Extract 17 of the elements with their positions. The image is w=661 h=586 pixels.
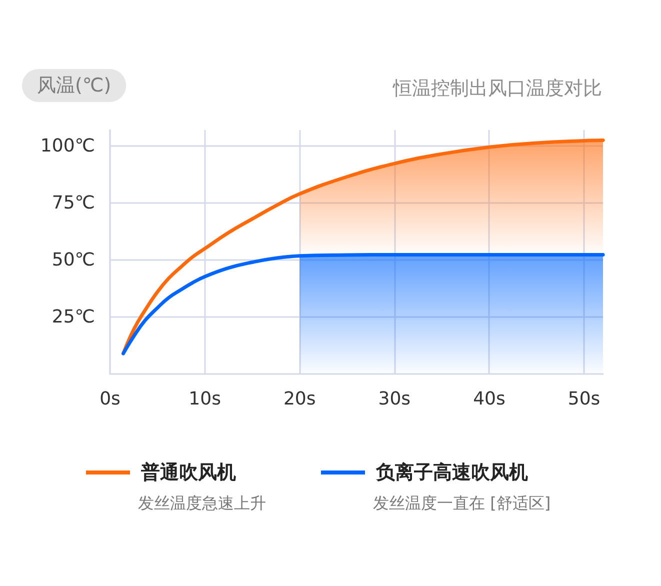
- x-tick-label: 30s: [378, 388, 411, 410]
- line-series: [122, 252, 605, 356]
- text: 发丝温度急速上升: [138, 494, 266, 512]
- legend-label: 负离子高速吹风机: [375, 462, 528, 484]
- x-tick-label: 10s: [188, 388, 221, 410]
- legend-label: 普通吹风机: [140, 462, 236, 484]
- x-tick-label: 0s: [100, 388, 120, 410]
- chart-title: 恒温控制出风口温度对比: [392, 78, 602, 100]
- y-axis-title: 风温(℃): [37, 74, 112, 96]
- x-tick-label: 40s: [473, 388, 506, 410]
- y-tick-label: 50℃: [52, 249, 95, 270]
- x-tick-label: 50s: [568, 388, 600, 410]
- text: 发丝温度一直在 [舒适区]: [373, 494, 551, 512]
- y-tick-label: 25℃: [52, 306, 95, 328]
- y-tick-label: 100℃: [40, 135, 95, 156]
- y-tick-label: 75℃: [52, 192, 95, 214]
- x-tick-label: 20s: [283, 388, 316, 410]
